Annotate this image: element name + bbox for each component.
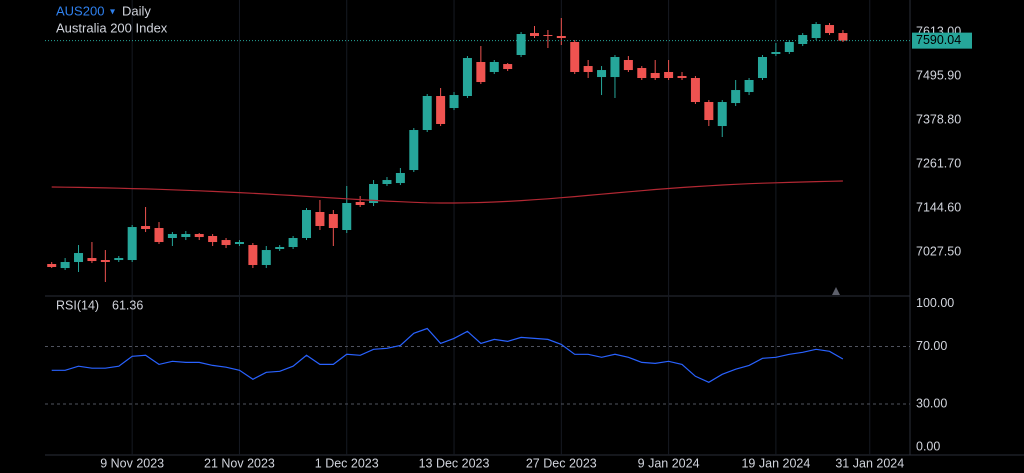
candle-body	[623, 60, 633, 71]
candle-body	[288, 237, 298, 248]
moving-average	[51, 180, 843, 204]
candle-body	[556, 35, 566, 39]
interval[interactable]: Daily	[122, 3, 151, 18]
candle-body	[328, 214, 338, 229]
x-tick-label: 21 Nov 2023	[204, 456, 275, 470]
candle-body	[784, 42, 794, 53]
y-tick-label: 30.00	[916, 396, 947, 410]
candle-body	[141, 226, 151, 230]
candle-body	[771, 52, 781, 54]
candle-body	[436, 96, 446, 124]
candle-body	[127, 227, 137, 261]
y-tick-label: 7495.90	[916, 68, 961, 82]
candle-body	[690, 78, 700, 103]
candle-body	[529, 33, 539, 36]
overlay: 9 Nov 2023 21 Nov 2023 1 Dec 2023 13 Dec 20…	[100, 24, 972, 470]
indicator-name: RSI(14)	[56, 298, 99, 312]
candle-body	[47, 264, 57, 268]
candle-body	[302, 210, 312, 238]
instrument-name: Australia 200 Index	[56, 20, 168, 35]
candle-body	[516, 34, 526, 56]
candle-body	[395, 172, 405, 184]
candle-body	[717, 102, 727, 127]
candle-body	[74, 253, 84, 263]
candle-body	[154, 228, 164, 243]
candle-body	[704, 102, 714, 121]
y-tick-label: 7261.70	[916, 156, 961, 170]
candle-body	[87, 258, 97, 262]
dropdown-icon[interactable]: ▾	[110, 7, 115, 18]
candle-body	[610, 57, 620, 78]
candle-body	[798, 35, 808, 45]
candle-body	[355, 202, 365, 206]
candle-body	[342, 203, 352, 230]
candle-body	[261, 250, 271, 266]
marker-icon	[832, 287, 840, 295]
candle-body	[315, 211, 325, 227]
candle-body	[677, 76, 687, 79]
y-tick-label: 7027.50	[916, 244, 961, 258]
candle-body	[234, 242, 244, 245]
candle-body	[731, 90, 741, 104]
y-tick-label: 100.00	[916, 296, 954, 310]
candle-body	[409, 130, 419, 171]
candle-body	[208, 236, 218, 243]
last-price-label: 7590.04	[916, 33, 961, 47]
candle-body	[181, 234, 191, 238]
candle-body	[369, 184, 379, 204]
candle-body	[248, 245, 258, 266]
candle-body	[825, 25, 835, 34]
candle-body	[744, 79, 754, 93]
candle-body	[462, 58, 472, 97]
rsi-line	[51, 327, 844, 383]
candle-body	[114, 258, 124, 261]
candle-body	[449, 95, 459, 109]
x-tick-label: 9 Nov 2023	[100, 456, 164, 470]
x-tick-label: 13 Dec 2023	[419, 456, 490, 470]
candle-body	[543, 35, 553, 37]
y-tick-label: 0.00	[916, 439, 940, 453]
candle-body	[194, 234, 204, 238]
y-tick-label: 7144.60	[916, 200, 961, 214]
candle-body	[60, 262, 70, 269]
y-tick-label: 7378.80	[916, 112, 961, 126]
candle-body	[597, 70, 607, 78]
candle-body	[650, 73, 660, 79]
symbol[interactable]: AUS200	[56, 3, 104, 18]
candle-body	[167, 234, 177, 238]
x-tick-label: 31 Jan 2024	[835, 456, 904, 470]
candle-body	[503, 64, 513, 70]
x-tick-label: 1 Dec 2023	[315, 456, 379, 470]
x-tick-label: 19 Jan 2024	[741, 456, 810, 470]
y-tick-label: 70.00	[916, 339, 947, 353]
candle-body	[637, 68, 647, 79]
candle-body	[570, 42, 580, 72]
candle-body	[838, 33, 848, 41]
last-price-box	[912, 32, 972, 49]
candle-body	[100, 260, 110, 263]
candle-body	[811, 24, 821, 39]
indicator-value: 61.36	[112, 298, 143, 312]
candle-body	[476, 61, 486, 83]
marks	[45, 17, 910, 383]
candle-body	[221, 240, 231, 246]
candle-body	[489, 61, 499, 72]
candle-body	[275, 247, 285, 250]
x-tick-label: 27 Dec 2023	[526, 456, 597, 470]
x-tick-label: 9 Jan 2024	[638, 456, 700, 470]
candle-body	[422, 96, 432, 131]
candle-body	[583, 66, 593, 72]
candle-body	[664, 71, 674, 79]
candle-body	[757, 57, 767, 79]
candle-body	[382, 180, 392, 185]
